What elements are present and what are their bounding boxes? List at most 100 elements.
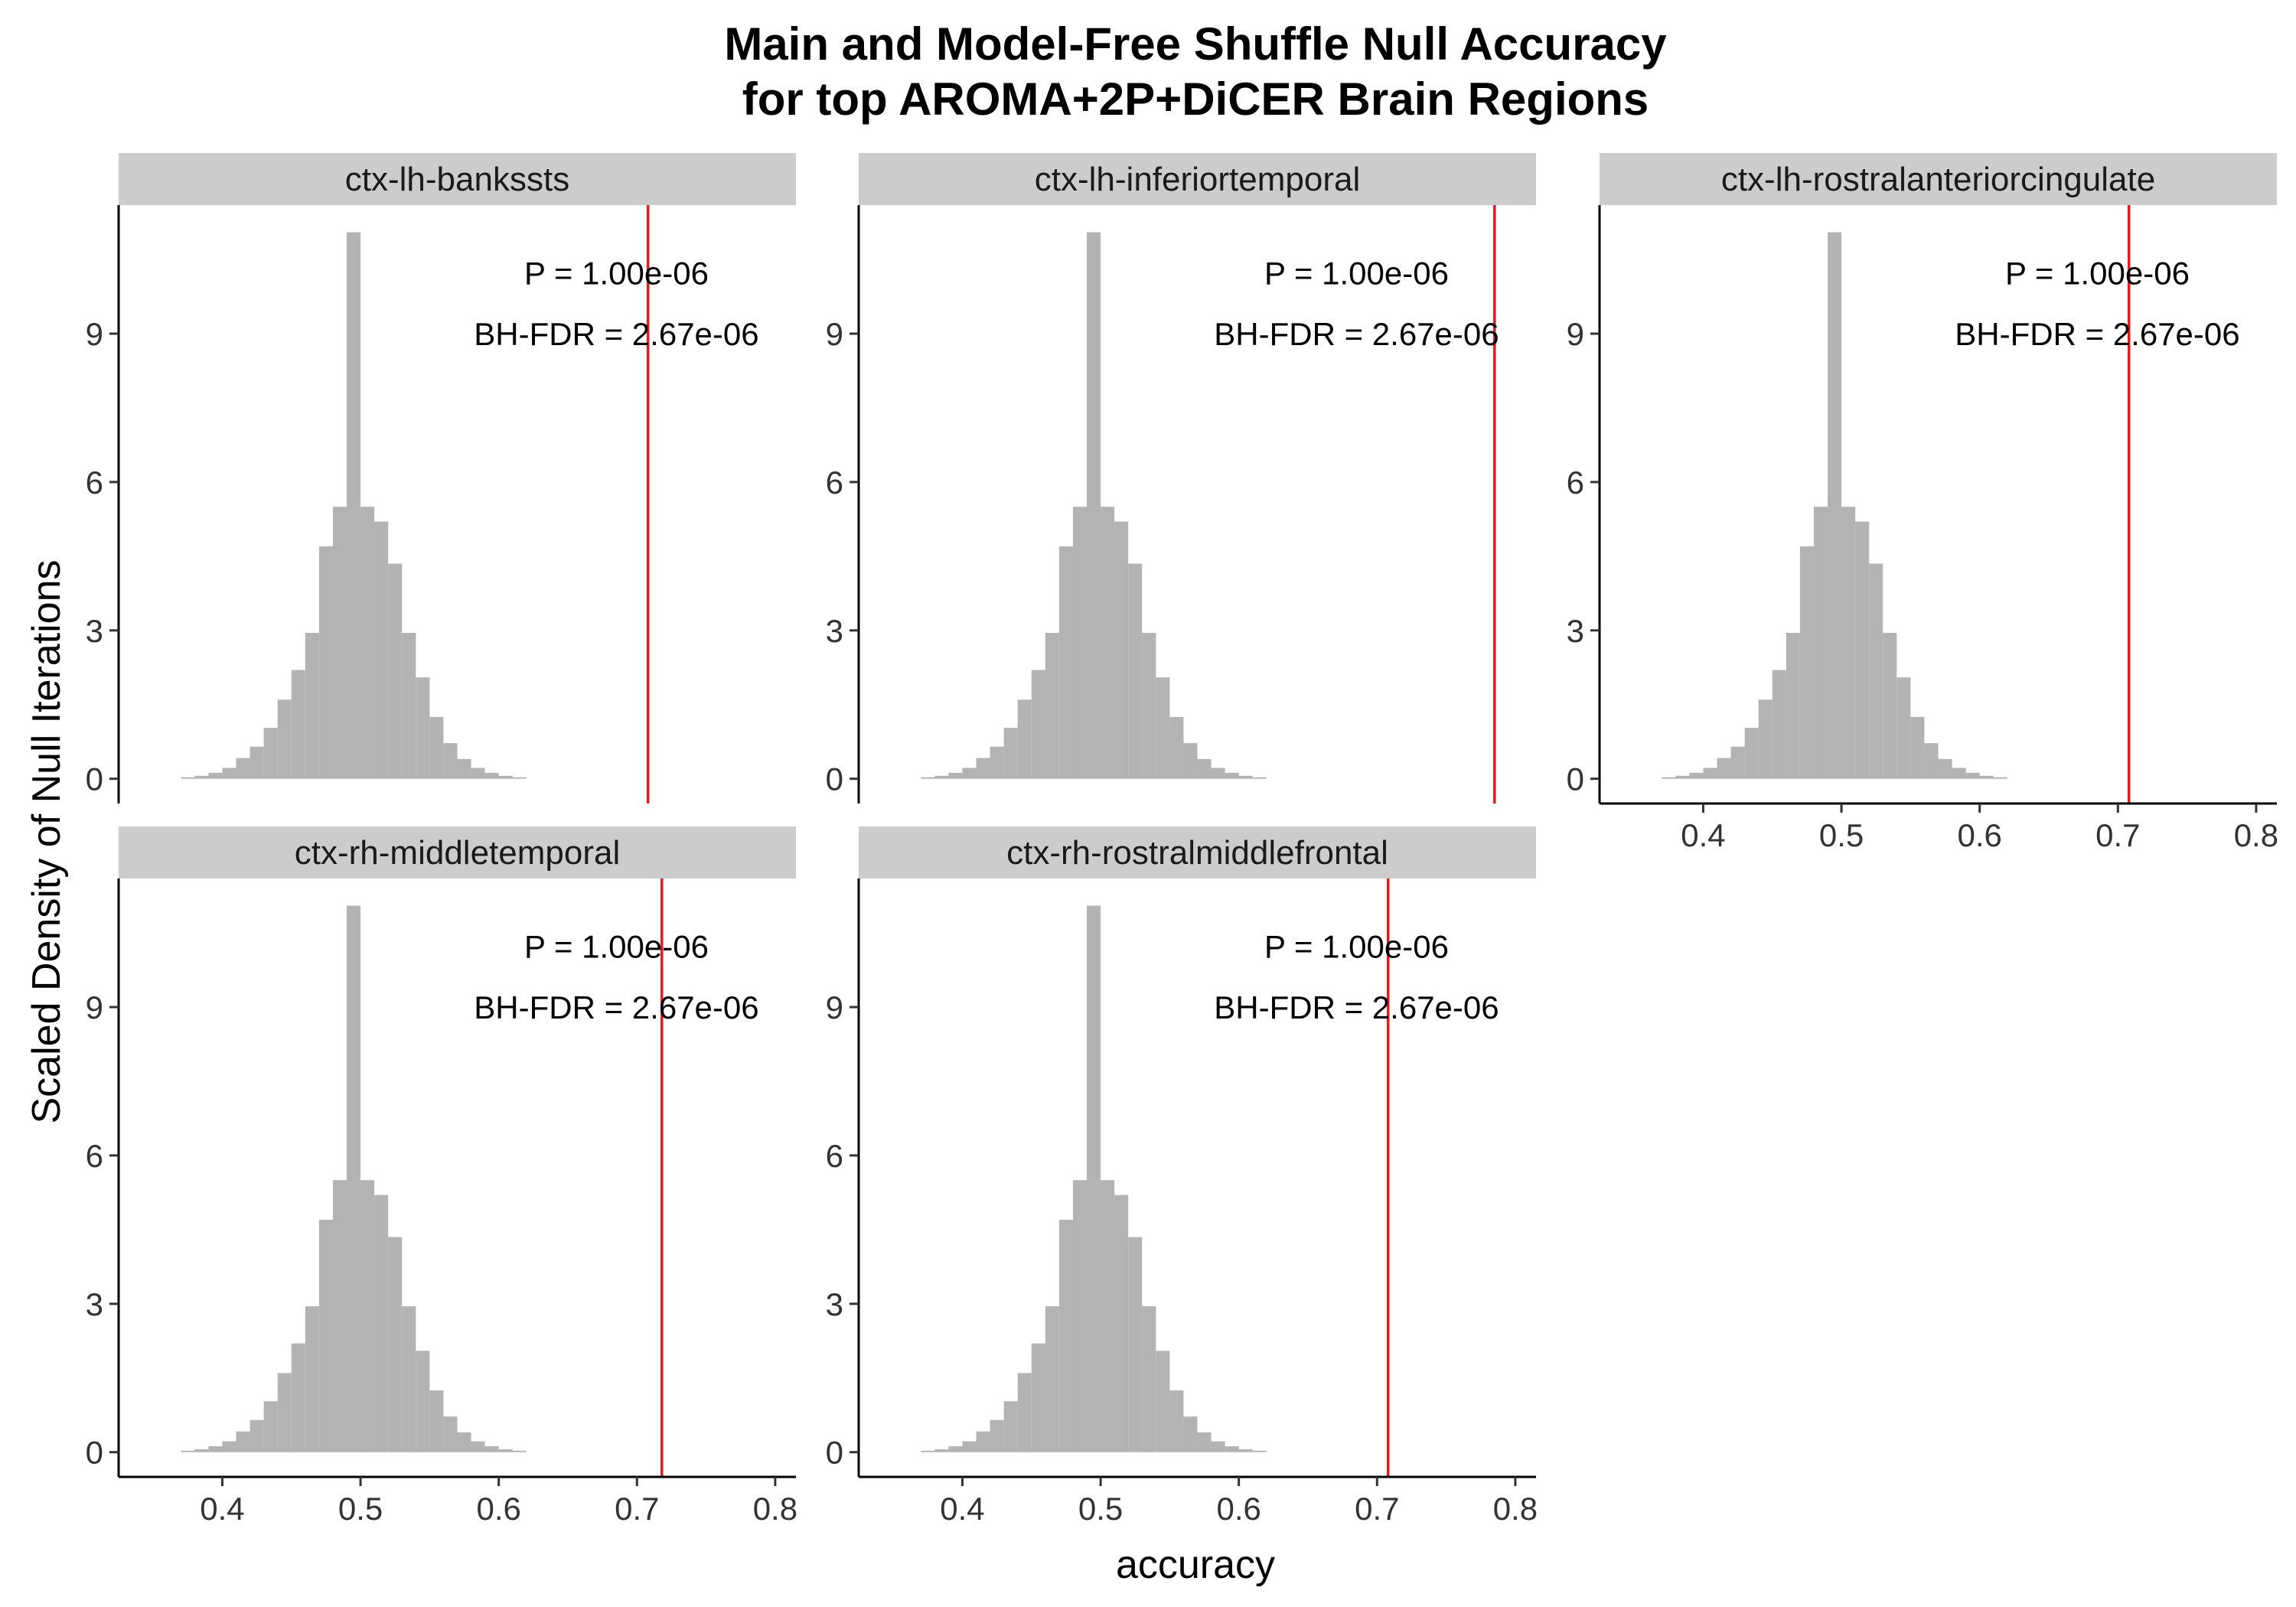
p-value-label: P = 1.00e-06: [1264, 928, 1449, 964]
x-tick-label: 0.4: [1681, 817, 1725, 853]
histogram-bar: [1045, 633, 1059, 779]
histogram-bar: [1114, 1195, 1129, 1452]
histogram-bar: [948, 1446, 963, 1452]
histogram-bar: [962, 1441, 977, 1452]
histogram-bar: [1017, 1373, 1032, 1452]
x-tick-label: 0.8: [2234, 817, 2278, 853]
histogram-bar: [1211, 1441, 1225, 1452]
histogram-bar: [388, 563, 403, 779]
histogram-bar: [1772, 670, 1786, 779]
facet-strip-label: ctx-lh-bankssts: [345, 161, 569, 198]
y-tick-label: 0: [826, 1435, 843, 1471]
facet-strip-label: ctx-rh-middletemporal: [295, 834, 620, 872]
histogram-bar: [1938, 758, 1952, 779]
p-value-label: P = 1.00e-06: [1264, 255, 1449, 291]
histogram-bar: [1197, 758, 1212, 779]
y-tick-label: 3: [86, 613, 103, 649]
histogram-bar: [402, 633, 416, 779]
histogram-bar: [976, 1431, 990, 1452]
y-tick-label: 6: [826, 1138, 843, 1174]
histogram-bar: [1072, 1180, 1088, 1452]
histogram-bar: [471, 1441, 485, 1452]
histogram-bar: [305, 1306, 319, 1452]
histogram-bar: [416, 1351, 430, 1452]
histogram-bar: [194, 775, 209, 779]
histogram-bar: [1238, 775, 1253, 779]
histogram-bar: [1003, 728, 1018, 779]
x-tick-label: 0.8: [753, 1491, 797, 1527]
histogram-bar: [1786, 633, 1800, 779]
fdr-label: BH-FDR = 2.67e-06: [1214, 989, 1499, 1025]
facet-strip: [859, 826, 1536, 878]
histogram-bar: [1058, 546, 1073, 779]
histogram-bar: [291, 1343, 305, 1452]
facet-panel: ctx-lh-inferiortemporal P = 1.00e-06 BH-FD…: [826, 153, 1536, 804]
chart-title-line-2: for top AROMA+2P+DiCER Brain Regions: [742, 73, 1649, 125]
x-tick-label: 0.5: [338, 1491, 383, 1527]
histogram-bar: [429, 716, 444, 779]
histogram-bar: [484, 772, 499, 779]
histogram-bar: [402, 1306, 416, 1452]
histogram-bar: [990, 1420, 1004, 1452]
chart-title-line-1: Main and Model-Free Shuffle Null Accurac…: [724, 18, 1667, 70]
histogram-bar: [1828, 232, 1842, 779]
histogram-bar: [1031, 670, 1045, 779]
histogram-bar: [208, 1446, 223, 1452]
histogram-bar: [1717, 758, 1731, 779]
histogram-bar: [277, 699, 292, 779]
histogram-bar: [236, 1431, 250, 1452]
histogram-bar: [921, 1450, 935, 1452]
histogram-bar: [208, 772, 223, 779]
facet-strip: [1600, 153, 2277, 205]
y-tick-label: 0: [86, 761, 103, 797]
facet-panels: ctx-lh-bankssts P = 1.00e-06 BH-FDR = 2.67…: [86, 153, 2278, 1527]
facet-panel: ctx-lh-bankssts P = 1.00e-06 BH-FDR = 2.67…: [86, 153, 796, 804]
histogram-bar: [1211, 768, 1225, 779]
x-tick-label: 0.7: [1355, 1491, 1399, 1527]
histogram-bar: [512, 777, 527, 779]
histogram-bar: [1031, 1343, 1045, 1452]
histogram-bar: [1252, 1450, 1267, 1452]
histogram-bar: [1156, 1351, 1170, 1452]
y-tick-label: 6: [86, 1138, 103, 1174]
histogram-bar: [948, 772, 963, 779]
facet-panel: ctx-lh-rostralanteriorcingulate P = 1.00e…: [1567, 153, 2278, 853]
histogram-bar: [194, 1449, 209, 1452]
y-tick-label: 9: [86, 989, 103, 1025]
histogram-bar: [1703, 768, 1717, 779]
x-tick-label: 0.5: [1819, 817, 1864, 853]
histogram-bar: [1883, 633, 1897, 779]
histogram-bar: [222, 1441, 236, 1452]
y-tick-label: 3: [826, 613, 843, 649]
histogram-bar: [1952, 768, 1966, 779]
y-tick-label: 9: [86, 316, 103, 352]
histogram-bar: [443, 1416, 458, 1452]
x-tick-label: 0.4: [940, 1491, 984, 1527]
histogram-bar: [1156, 677, 1170, 779]
x-tick-label: 0.7: [615, 1491, 659, 1527]
histogram-bar: [318, 1219, 333, 1452]
histogram-bar: [512, 1450, 527, 1452]
histogram-bar: [1128, 1237, 1143, 1452]
x-tick-label: 0.4: [200, 1491, 244, 1527]
histogram-bar: [1869, 563, 1883, 779]
facet-strip-label: ctx-lh-inferiortemporal: [1035, 161, 1360, 198]
facet-panel: ctx-rh-rostralmiddlefrontal P = 1.00e-06 B…: [826, 826, 1538, 1527]
facet-strip: [859, 153, 1536, 205]
x-tick-label: 0.6: [1957, 817, 2001, 853]
y-tick-label: 9: [826, 316, 843, 352]
histogram-bar: [1965, 772, 1980, 779]
histogram-bar: [1979, 775, 1994, 779]
histogram-bar: [1142, 1306, 1156, 1452]
histogram-bar: [1045, 1306, 1059, 1452]
x-tick-label: 0.8: [1493, 1491, 1538, 1527]
histogram-bar: [1197, 1432, 1212, 1452]
histogram-bar: [1101, 507, 1115, 779]
histogram-bar: [1225, 1446, 1239, 1452]
histogram-bar: [1183, 743, 1198, 779]
histogram-bar: [1744, 728, 1759, 779]
y-axis-title: Scaled Density of Null Iterations: [24, 559, 69, 1123]
histogram-bar: [1058, 1219, 1073, 1452]
y-tick-label: 0: [1567, 761, 1584, 797]
histogram-bar: [263, 728, 278, 779]
